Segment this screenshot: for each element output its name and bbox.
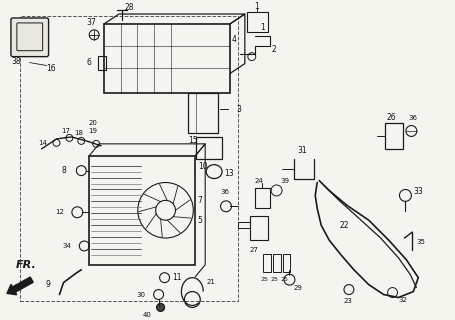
Text: 23: 23: [344, 299, 353, 304]
Bar: [98, 56, 106, 69]
Text: 25: 25: [271, 277, 278, 282]
Text: FR.: FR.: [16, 260, 36, 270]
Text: 11: 11: [172, 273, 182, 282]
Bar: [273, 254, 281, 272]
Text: 27: 27: [250, 247, 259, 253]
Text: 38: 38: [11, 57, 20, 66]
Bar: [104, 24, 230, 93]
Text: 4: 4: [232, 35, 237, 44]
Text: 14: 14: [39, 140, 47, 146]
Text: 26: 26: [387, 113, 396, 122]
Text: 18: 18: [74, 130, 83, 136]
Text: 3: 3: [236, 105, 241, 114]
FancyBboxPatch shape: [11, 18, 49, 57]
Text: 10: 10: [198, 162, 208, 171]
Text: 34: 34: [62, 243, 71, 249]
Text: 37: 37: [86, 19, 96, 28]
Text: 5: 5: [197, 216, 202, 225]
Bar: [255, 188, 270, 208]
Text: 22: 22: [339, 220, 349, 230]
Text: 32: 32: [399, 298, 407, 303]
Text: 16: 16: [46, 64, 56, 73]
Bar: [247, 12, 268, 32]
Text: 39: 39: [281, 178, 289, 184]
Text: 12: 12: [56, 209, 65, 215]
Text: 17: 17: [61, 128, 71, 134]
Bar: [188, 93, 218, 133]
Text: 2: 2: [272, 45, 276, 54]
Text: 9: 9: [46, 280, 51, 289]
Text: 6: 6: [86, 58, 91, 67]
Text: 25: 25: [281, 277, 288, 282]
Text: 7: 7: [197, 196, 202, 205]
Circle shape: [157, 303, 165, 311]
Text: 1: 1: [260, 23, 264, 32]
Bar: [20, 16, 238, 301]
Text: 15: 15: [188, 136, 198, 145]
Text: 19: 19: [88, 128, 97, 134]
Text: 29: 29: [293, 284, 302, 291]
Text: 21: 21: [206, 279, 215, 284]
Bar: [89, 156, 195, 265]
Text: 31: 31: [298, 146, 307, 155]
Bar: [250, 216, 268, 240]
Text: 8: 8: [61, 166, 66, 175]
Text: 28: 28: [125, 3, 134, 12]
Text: 25: 25: [261, 277, 268, 282]
Text: 36: 36: [409, 115, 417, 121]
Text: 30: 30: [137, 292, 146, 298]
Bar: [283, 254, 290, 272]
Text: 13: 13: [224, 169, 234, 178]
Text: 35: 35: [416, 239, 425, 245]
FancyArrow shape: [7, 277, 33, 295]
Text: 1: 1: [254, 2, 259, 11]
Bar: [384, 123, 404, 149]
Text: 40: 40: [143, 312, 152, 318]
Text: 36: 36: [220, 189, 229, 196]
Bar: [263, 254, 271, 272]
Text: 33: 33: [413, 187, 423, 196]
Text: 20: 20: [88, 120, 97, 126]
Text: 24: 24: [255, 178, 263, 184]
Bar: [196, 137, 222, 159]
